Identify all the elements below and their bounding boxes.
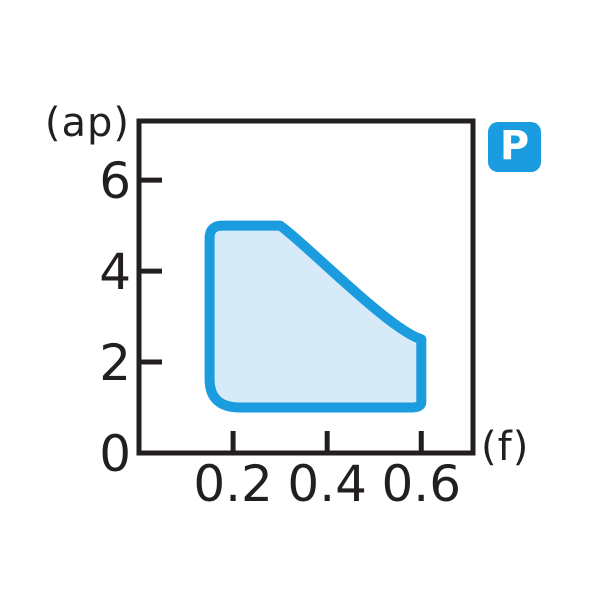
x-axis-label: (f) bbox=[481, 424, 530, 470]
y-tick-label: 6 bbox=[99, 152, 131, 211]
material-grade-badge: P bbox=[488, 122, 541, 172]
x-tick-label: 0.6 bbox=[381, 455, 462, 513]
y-tick-label: 2 bbox=[99, 334, 131, 393]
x-tick-label: 0.2 bbox=[193, 455, 273, 513]
application-region-shape bbox=[204, 220, 427, 413]
y-tick-label: 4 bbox=[99, 243, 131, 302]
badge-letter: P bbox=[499, 123, 530, 169]
y-tick-label: 0 bbox=[99, 425, 131, 483]
plot-border bbox=[136, 118, 476, 456]
x-tick-label: 0.4 bbox=[287, 455, 367, 513]
y-axis-label: (ap) bbox=[44, 100, 130, 146]
